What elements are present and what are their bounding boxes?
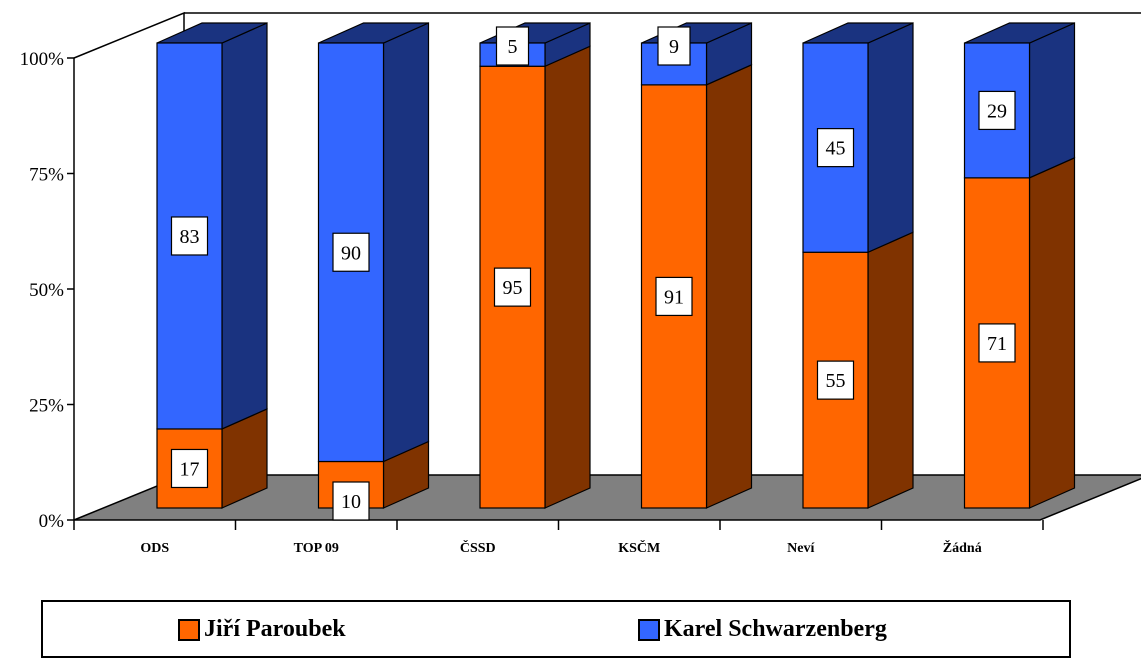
data-label: 9: [657, 26, 691, 66]
legend-label-paroubek: Jiří Paroubek: [204, 616, 346, 642]
data-label: 95: [493, 267, 532, 307]
bar-side-face: [382, 22, 430, 463]
bar-front-face: [963, 177, 1031, 509]
bar-front-face: [802, 251, 869, 509]
data-label: 71: [978, 323, 1016, 363]
data-label-text: 17: [180, 458, 200, 480]
legend-label-schwarzenberg: Karel Schwarzenberg: [664, 616, 887, 642]
chart-bars: [156, 22, 1076, 509]
legend-item-paroubek: Jiří Paroubek: [178, 616, 346, 643]
x-tick-label: KSČM: [618, 539, 660, 556]
data-label-text: 71: [987, 333, 1007, 355]
legend-swatch-schwarzenberg: [638, 618, 660, 641]
data-label-box: [332, 481, 370, 521]
legend-item-schwarzenberg: Karel Schwarzenberg: [638, 616, 887, 643]
data-label-box: [495, 26, 530, 66]
data-label-box: [816, 128, 855, 168]
data-label-text: 95: [503, 277, 523, 299]
data-label-text: 45: [826, 138, 846, 160]
data-label-box: [170, 448, 209, 489]
x-tick-label: ODS: [140, 541, 169, 556]
data-label-text: 90: [341, 242, 361, 264]
data-label: 17: [170, 448, 209, 489]
data-label-text: 91: [664, 286, 684, 308]
data-label: 83: [170, 216, 209, 256]
x-tick-label: Žádná: [943, 539, 982, 556]
bar-side-face: [1028, 22, 1076, 179]
bar-side-face: [544, 45, 591, 509]
data-label: 10: [332, 481, 370, 521]
bar-side-face: [867, 231, 914, 509]
y-tick-label: 25%: [29, 396, 64, 417]
data-label-box: [978, 90, 1016, 131]
legend-swatch-paroubek: [178, 618, 200, 641]
data-label: 45: [816, 128, 855, 168]
data-label: 91: [655, 276, 693, 317]
data-label-text: 9: [669, 36, 679, 58]
data-label: 29: [978, 90, 1016, 131]
x-tick-label: Neví: [787, 541, 815, 556]
data-label-box: [978, 323, 1016, 363]
data-label-text: 10: [341, 491, 361, 513]
x-tick-label: ČSSD: [460, 539, 496, 556]
x-tick-label: TOP 09: [294, 541, 339, 556]
y-tick-label: 0%: [39, 511, 65, 532]
bar-segment: [479, 45, 591, 509]
bar-segment: [963, 156, 1076, 509]
data-label-box: [816, 360, 855, 400]
y-tick-label: 100%: [20, 49, 65, 70]
data-label: 5: [495, 26, 530, 66]
data-label-box: [170, 216, 209, 256]
data-label-text: 29: [987, 100, 1007, 122]
y-tick-label: 50%: [29, 280, 64, 301]
y-tick-label: 75%: [29, 165, 64, 186]
bar-side-face: [1028, 156, 1076, 509]
bar-side-face: [705, 63, 753, 509]
bar-segment: [640, 63, 753, 509]
data-label: 55: [816, 360, 855, 400]
stacked-bar-chart: 0% 25% 50% 75% 100% ODS TOP 09 ČSSD KSČM Neví Žádn…: [20, 11, 1141, 556]
bar-side-face: [867, 22, 914, 254]
bar-side-face: [221, 22, 268, 430]
data-label-text: 5: [508, 36, 518, 58]
data-label-text: 83: [180, 226, 200, 248]
data-label-box: [493, 267, 532, 307]
bar-segment: [156, 22, 268, 430]
bar-front-face: [156, 42, 223, 430]
data-label: 90: [332, 232, 370, 272]
chart-legend: Jiří Paroubek Karel Schwarzenberg: [41, 600, 1071, 658]
data-label-box: [332, 232, 370, 272]
data-label-box: [655, 276, 693, 317]
data-label-box: [657, 26, 691, 66]
bar-segment: [802, 231, 914, 509]
data-label-text: 55: [826, 370, 846, 392]
